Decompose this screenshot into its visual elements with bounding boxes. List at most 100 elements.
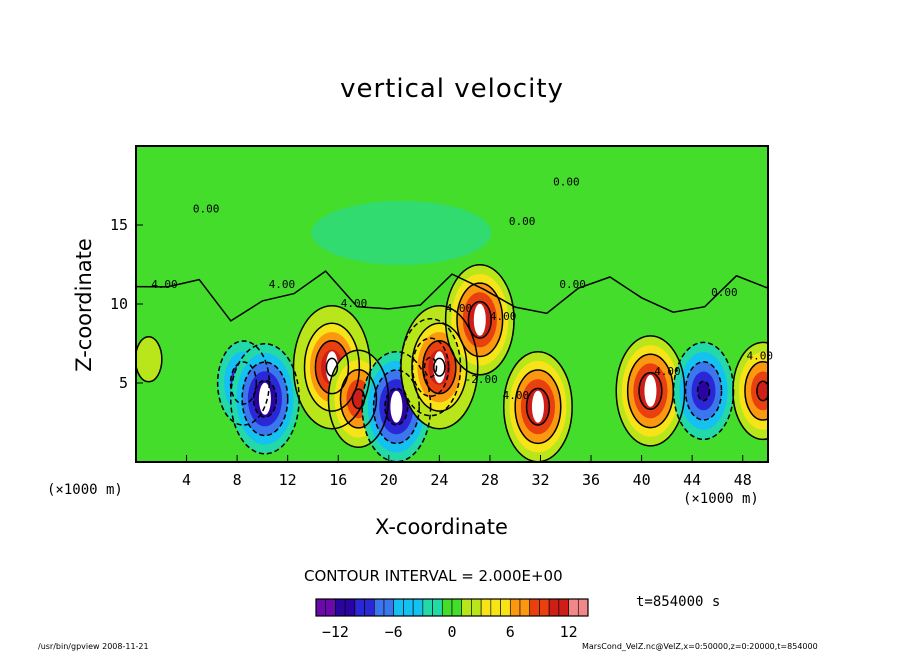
cell-peak — [433, 351, 446, 384]
contour-labels: 4.00 4.00 4.00 4.00 4.00 4.00 4.00 4.00 0.00 0.00… — [151, 176, 773, 402]
cell-shading — [697, 381, 710, 401]
colorbar-swatch — [354, 598, 365, 617]
x-tick-label: 36 — [582, 471, 600, 489]
colorbar-swatch — [480, 598, 492, 617]
contour-line — [638, 371, 663, 410]
contour-line — [361, 350, 432, 462]
contour-label: 4.00 — [490, 310, 517, 323]
contour-label: 4.00 — [341, 297, 368, 310]
cell-peak — [644, 374, 657, 407]
x-tick-label: 16 — [329, 471, 347, 489]
x-unit-right: (×1000 m) — [683, 491, 759, 507]
contour-label: 4.00 — [503, 389, 529, 402]
colorbar-tick-label: 12 — [560, 623, 578, 641]
contour-line — [684, 361, 723, 421]
contour-line — [351, 388, 366, 410]
colorbar-swatch — [432, 598, 443, 617]
y-tick-label: 5 — [119, 374, 128, 392]
contour-line — [292, 304, 372, 430]
contour-line — [216, 340, 270, 426]
contour-interval-label: CONTOUR INTERVAL = 2.000E+00 — [304, 567, 563, 585]
colorbar-tick-label: −12 — [322, 623, 349, 641]
zero-contour-line — [136, 270, 768, 322]
contour-label: -2.00 — [465, 373, 498, 386]
footer-command: /usr/bin/gpview 2008-11-21 — [38, 642, 149, 651]
colorbar-swatch — [441, 598, 453, 617]
contour-line — [252, 379, 278, 418]
cell-shading — [136, 336, 162, 382]
contour-line — [229, 361, 258, 405]
footer-source: MarsCond_VelZ.nc@VelZ,x=0:50000,z=0:2000… — [582, 642, 818, 651]
colorbar-swatch — [529, 598, 540, 617]
contour-line — [514, 369, 562, 445]
contour-label: 4.00 — [747, 349, 774, 362]
colorbar-swatch — [451, 598, 463, 617]
contour-line — [327, 349, 390, 449]
x-tick-label: 44 — [683, 471, 701, 489]
colorbar-swatch — [344, 598, 356, 617]
chart-title: vertical velocity — [340, 74, 564, 104]
contour-label: 0.00 — [553, 176, 580, 189]
field-region — [311, 200, 492, 265]
time-label: t=854000 s — [636, 594, 721, 610]
y-tick-label: 10 — [110, 295, 128, 313]
x-tick-label: 24 — [430, 471, 448, 489]
colorbar-swatch — [383, 598, 395, 617]
contour-line — [411, 322, 468, 412]
contour-label: 4.00 — [269, 278, 296, 291]
colorbar-swatch — [539, 598, 550, 617]
y-tick-label: 15 — [110, 216, 128, 234]
colorbar-swatch — [403, 598, 414, 617]
contour-line — [241, 361, 289, 437]
contour-label: 0.00 — [193, 202, 220, 215]
contour-line — [525, 387, 551, 426]
x-tick-label: 32 — [531, 471, 549, 489]
contour-label: 0.00 — [711, 286, 738, 299]
contour-label: 4.00 — [151, 278, 178, 291]
colorbar-swatch — [500, 598, 511, 617]
colorbar-swatch — [568, 598, 579, 617]
cell-shading — [352, 389, 365, 409]
colorbar-swatch — [490, 598, 501, 617]
colorbar-swatch — [509, 598, 521, 617]
x-tick-label: 48 — [734, 471, 752, 489]
contour-line — [433, 357, 446, 377]
x-tick-label: 20 — [380, 471, 398, 489]
contour-line — [372, 369, 420, 445]
contour-line — [444, 264, 515, 376]
contour-line — [456, 282, 504, 358]
colorbar-swatch — [558, 598, 569, 617]
colorbar-swatch — [325, 598, 336, 617]
colorbar-swatch — [315, 598, 327, 617]
contour-line — [400, 304, 479, 430]
colorbar-tick-label: 6 — [506, 623, 515, 641]
x-tick-label: 8 — [233, 471, 242, 489]
colorbar-swatch — [548, 598, 560, 617]
cell-peak — [258, 382, 271, 415]
x-axis-label: X-coordinate — [375, 515, 508, 539]
contour-line — [467, 300, 492, 339]
colorbar: −12 −6 0 6 12 — [315, 598, 589, 641]
contour-label: 0.00 — [509, 215, 536, 228]
y-ticks: 5 10 15 — [110, 216, 143, 392]
contour-line — [696, 380, 711, 402]
colorbar-swatch — [412, 598, 424, 617]
contour-label: 4.00 — [654, 365, 681, 378]
contour-line — [615, 335, 686, 447]
colorbar-tick-label: 0 — [447, 623, 456, 641]
cell-peak — [390, 390, 403, 423]
contour-label: 4.00 — [446, 302, 473, 315]
x-ticks: 4 8 12 16 20 24 28 32 36 40 44 48 — [182, 455, 752, 489]
contour-line — [744, 361, 768, 421]
colorbar-swatch — [422, 598, 433, 617]
contour-label: 0.00 — [559, 278, 586, 291]
y-axis-label: Z-coordinate — [72, 238, 96, 372]
contour-line — [136, 336, 163, 383]
contour-line — [384, 387, 409, 426]
colorbar-swatch — [335, 598, 346, 617]
contour-line — [732, 341, 768, 441]
colorbar-swatch — [471, 598, 482, 617]
x-tick-label: 28 — [481, 471, 499, 489]
contour-line — [314, 340, 350, 395]
contour-lines — [136, 264, 768, 462]
